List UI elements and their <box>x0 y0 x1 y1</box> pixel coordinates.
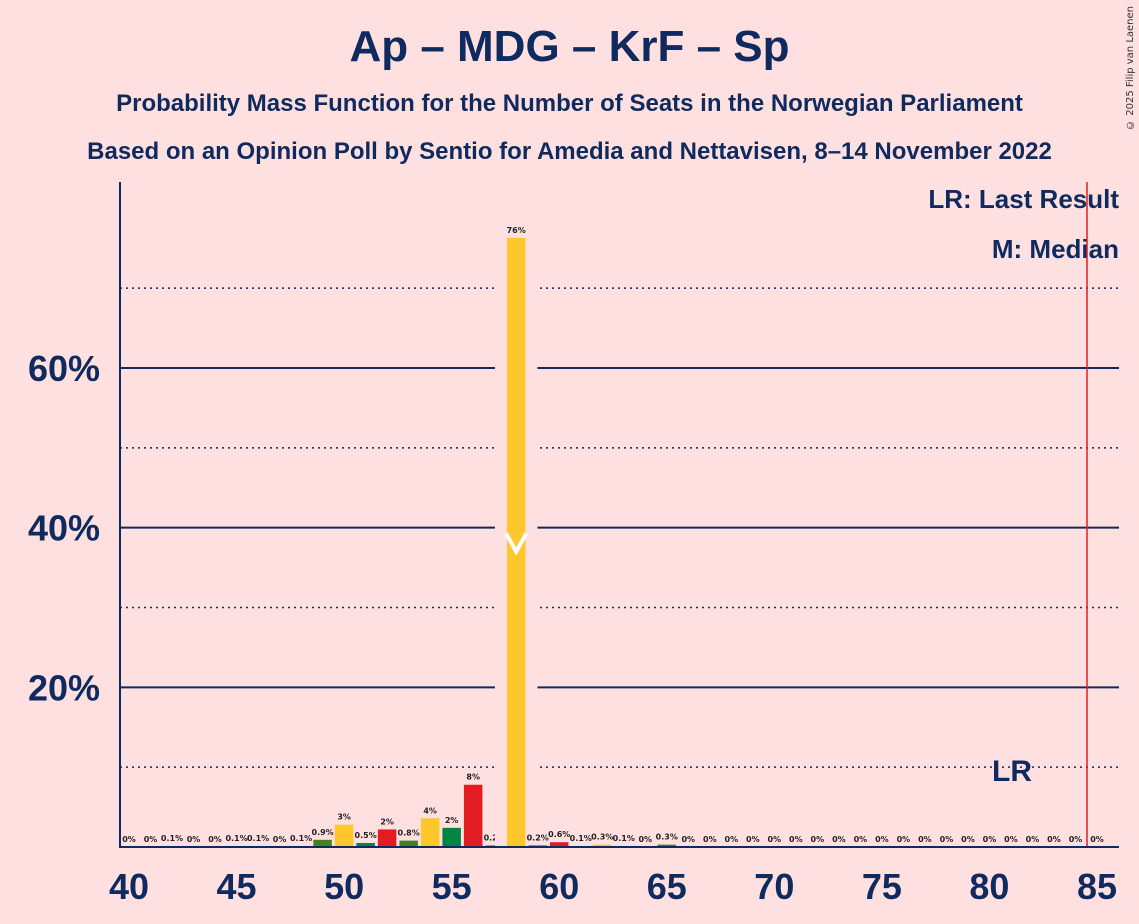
bar-label: 0% <box>638 835 652 844</box>
bar-label: 0% <box>1026 835 1040 844</box>
x-tick-label: 50 <box>324 866 364 907</box>
bar-label: 4% <box>423 806 437 815</box>
bar-label: 0% <box>1069 835 1083 844</box>
x-tick-label: 75 <box>862 866 902 907</box>
bar-label: 3% <box>337 813 351 822</box>
bar-label: 0% <box>703 835 717 844</box>
x-tick-label: 45 <box>217 866 257 907</box>
bar-label: 2% <box>445 816 459 825</box>
x-tick-label: 80 <box>969 866 1009 907</box>
bar-label: 0% <box>187 835 201 844</box>
bar-label: 0.6% <box>548 830 570 839</box>
bar-label: 0.2% <box>484 833 506 842</box>
bar-label: 2% <box>380 817 394 826</box>
bar-label: 0% <box>681 835 695 844</box>
bar-label: 0.1% <box>161 834 183 843</box>
bar-seat-65 <box>657 844 677 847</box>
bar-label: 0% <box>918 835 932 844</box>
x-tick-label: 60 <box>539 866 579 907</box>
x-tick-label: 40 <box>109 866 149 907</box>
bar-seat-62 <box>592 844 612 847</box>
bar-label: 0% <box>208 835 222 844</box>
median-marker-icon <box>504 532 528 556</box>
y-tick-label: 40% <box>28 508 100 549</box>
bar-label: 0% <box>832 835 846 844</box>
x-tick-label: 85 <box>1077 866 1117 907</box>
bar-label: 0.3% <box>591 833 613 842</box>
bar-seat-50 <box>334 824 354 847</box>
x-tick-label: 65 <box>647 866 687 907</box>
bar-label: 0% <box>122 835 136 844</box>
bar-label: 0% <box>961 835 975 844</box>
y-tick-label: 20% <box>28 667 100 708</box>
bar-label: 0% <box>1047 835 1061 844</box>
bar-seat-60 <box>549 842 569 847</box>
bar-seat-54 <box>420 818 440 847</box>
x-tick-label: 55 <box>432 866 472 907</box>
bar-label: 0% <box>897 835 911 844</box>
bar-label: 8% <box>466 773 480 782</box>
bar-seat-56 <box>463 784 483 847</box>
bar-seat-51 <box>356 843 375 847</box>
bar-label: 0% <box>746 835 760 844</box>
bar-seat-58 <box>506 237 526 847</box>
bar-label: 0% <box>768 835 782 844</box>
bar-label: 0% <box>789 835 803 844</box>
bar-label: 0% <box>725 835 739 844</box>
bar-label: 0.9% <box>312 828 334 837</box>
bar-label: 0.1% <box>570 834 592 843</box>
bar-label: 0.3% <box>656 833 678 842</box>
x-tick-label: 70 <box>754 866 794 907</box>
bar-label: 76% <box>507 226 526 235</box>
bar-label: 0% <box>144 835 158 844</box>
bar-label: 0% <box>875 835 889 844</box>
bar-label: 0.1% <box>290 834 312 843</box>
bar-label: 0.5% <box>355 831 377 840</box>
bar-label: 0% <box>1090 835 1104 844</box>
chart-subtitle-2: Based on an Opinion Poll by Sentio for A… <box>87 138 1052 165</box>
bar-label: 0% <box>273 835 287 844</box>
bar-label: 0% <box>811 835 825 844</box>
bar-seat-55 <box>442 827 461 847</box>
bar-seat-49 <box>313 839 332 847</box>
chart-title: Ap – MDG – KrF – Sp <box>349 22 790 71</box>
y-tick-label: 60% <box>28 348 100 389</box>
bar-label: 0.1% <box>225 834 247 843</box>
legend-median: M: Median <box>991 234 1119 264</box>
bar-label: 0% <box>983 835 997 844</box>
bar-label: 0% <box>854 835 868 844</box>
bar-label: 0.2% <box>527 833 549 842</box>
chart-subtitle-1: Probability Mass Function for the Number… <box>116 90 1023 117</box>
bar-label: 0% <box>1004 835 1018 844</box>
bar-seat-53 <box>399 840 418 847</box>
bar-label: 0.1% <box>613 834 635 843</box>
bar-label: 0.1% <box>247 834 269 843</box>
bar-label: 0.8% <box>398 829 420 838</box>
bar-label: 0% <box>940 835 954 844</box>
bar-seat-52 <box>377 829 397 847</box>
last-result-label: LR <box>992 755 1032 788</box>
